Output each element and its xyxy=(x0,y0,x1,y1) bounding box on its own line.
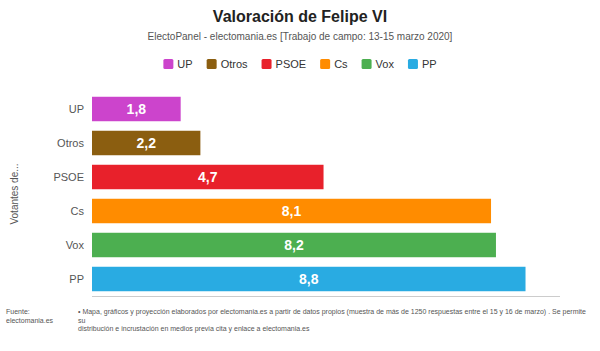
legend: UP Otros PSOE Cs Vox PP xyxy=(163,58,436,70)
legend-label: Vox xyxy=(376,58,395,70)
legend-swatch xyxy=(408,59,418,69)
legend-label: PSOE xyxy=(276,58,307,70)
legend-item: Cs xyxy=(320,58,348,70)
legend-swatch xyxy=(320,59,330,69)
legend-swatch xyxy=(362,59,372,69)
legend-swatch xyxy=(163,59,173,69)
data-label: 8,1 xyxy=(282,203,302,219)
footer-note: • Mapa, gráficos y proyección elaborados… xyxy=(78,308,592,334)
subtitle: ElectoPanel - electomania.es [Trabajo de… xyxy=(148,31,453,42)
data-label: 8,8 xyxy=(299,271,319,287)
legend-item: PSOE xyxy=(262,58,307,70)
legend-swatch xyxy=(207,59,217,69)
legend-label: Cs xyxy=(334,58,348,70)
data-label: 2,2 xyxy=(136,135,156,151)
y-tick-label: Cs xyxy=(71,205,85,217)
bar xyxy=(92,165,324,189)
y-axis-label: Votantes de... xyxy=(9,163,20,224)
bar xyxy=(92,199,491,223)
legend-swatch xyxy=(262,59,272,69)
data-label: 1,8 xyxy=(127,101,147,117)
bar xyxy=(92,97,181,121)
legend-item: Vox xyxy=(362,58,395,70)
title: Valoración de Felipe VI xyxy=(213,8,387,25)
bar xyxy=(92,233,496,257)
data-label: 4,7 xyxy=(198,169,218,185)
bar xyxy=(92,131,200,155)
legend-label: PP xyxy=(422,58,437,70)
legend-item: Otros xyxy=(207,58,248,70)
y-tick-label: UP xyxy=(69,103,84,115)
y-tick-label: PP xyxy=(69,273,84,285)
legend-label: UP xyxy=(177,58,192,70)
footer-note: Fuente: electomania.es xyxy=(6,308,72,325)
legend-item: UP xyxy=(163,58,192,70)
bar xyxy=(92,267,526,291)
y-tick-label: Otros xyxy=(57,137,84,149)
x-axis-line xyxy=(92,296,560,297)
chart: Valoración de Felipe VI ElectoPanel - ele… xyxy=(0,0,600,351)
bars xyxy=(92,97,526,291)
data-label: 8,2 xyxy=(284,237,304,253)
legend-item: PP xyxy=(408,58,437,70)
y-tick-label: PSOE xyxy=(53,171,84,183)
legend-label: Otros xyxy=(221,58,248,70)
y-tick-label: Vox xyxy=(66,239,85,251)
